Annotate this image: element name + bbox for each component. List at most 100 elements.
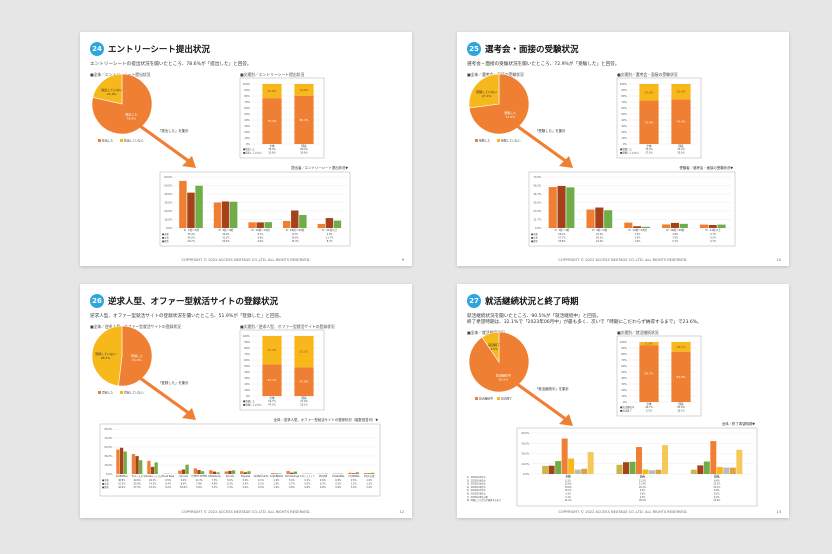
table-cell: 4.8% <box>289 486 296 489</box>
y-tick-label: 50.0% <box>164 184 173 188</box>
bar-文系-8）時期にこだわらず納得するまで <box>662 445 668 474</box>
x-tick-label: 理系 <box>678 144 684 148</box>
table-cell: 1.3% <box>366 482 373 485</box>
pie-value-b: 21.4% <box>107 92 117 96</box>
bar-8)Wantedly-文系 <box>212 471 217 474</box>
legend-swatch <box>120 391 123 394</box>
report-slide: 24 エントリーシート提出状況 エントリーシートの提出状況を聞いたところ、78.6%… <box>80 32 412 266</box>
bar-5）21社以上-理系 <box>717 224 726 228</box>
y-tick-label: 35.0% <box>533 201 542 205</box>
y-tick-label: 58.3% <box>533 184 542 188</box>
table-cell: 18.6% <box>180 486 188 489</box>
y-tick-label: 50% <box>244 364 250 368</box>
report-slide: 25 選考会・面接の受験状況 選考会・面接の受験状況を聞いたところ、72.9%が「受… <box>457 32 789 266</box>
y-tick-label: 0% <box>623 400 628 404</box>
table-cell: 4.8% <box>327 233 334 236</box>
table-cell: 11.9% <box>639 483 646 486</box>
y-tick-label: 10% <box>621 136 627 140</box>
table-cell: 56.2% <box>558 233 566 236</box>
y-tick-label: 30% <box>621 124 627 128</box>
stacked-chart-label: ■文理別／選考会・面接の受験状況 <box>617 72 678 77</box>
pie-value-a: 51.9% <box>132 358 142 362</box>
stacked-bar-理系-就活継続中 <box>671 351 691 402</box>
pointer-arrow-shaft <box>139 376 191 416</box>
bar-理系-4）2023年06月中 <box>710 441 717 474</box>
copyright: COPYRIGHT © 2022 ACCESS NEXTAGE CO.,LTD.… <box>558 258 688 262</box>
stacked-table-cell: 23.6% <box>268 152 276 155</box>
table-cell: 57.7% <box>558 236 566 239</box>
legend-text: 登録していない <box>124 391 144 395</box>
x-tick-label: 全体 <box>269 396 275 400</box>
x-tick-label: 3）10社～15社 <box>628 228 647 232</box>
y-tick-label: 100% <box>243 82 251 86</box>
table-row-label: ■文系 <box>531 235 538 239</box>
y-tick-label: 70% <box>621 358 627 362</box>
table-cell: 5.0% <box>227 479 234 482</box>
bar-2）4社～9社-全体 <box>213 202 222 228</box>
bar-6)iroots-理系 <box>185 464 189 474</box>
y-tick-label: 10.0% <box>164 218 173 222</box>
bar-理系-1）2023年03月中 <box>690 469 697 474</box>
bar-2）4社～9社-理系 <box>604 210 613 228</box>
pie-value-b: 48.1% <box>101 356 111 360</box>
bar-2)OfferBox-理系 <box>123 451 127 474</box>
x-tick-label: 6)iroots <box>179 475 188 478</box>
bar-9)iroots-文系 <box>228 470 232 474</box>
table-cell: 20.6% <box>291 236 299 239</box>
table-row-label: ■全体 <box>162 232 169 236</box>
table-row-label: ■理系 <box>162 239 169 243</box>
y-tick-label: 30% <box>244 124 250 128</box>
table-cell: 23.2% <box>149 486 157 489</box>
bar-7)TECH OFFER-理系 <box>200 471 205 474</box>
table-cell: 32.1% <box>713 486 720 489</box>
pie-value-a: 90.5% <box>499 377 509 381</box>
bar-9)iroots-理系 <box>231 470 236 474</box>
stacked-bar-理系-登録していない <box>294 336 314 368</box>
y-tick-label: 30% <box>621 382 627 386</box>
table-cell: 9.0% <box>640 476 646 479</box>
table-cell: 25.4% <box>596 233 604 236</box>
y-tick-label: 40.0% <box>164 192 173 196</box>
table-cell: 40.0% <box>134 479 142 482</box>
section-number-badge: 24 <box>90 42 104 56</box>
x-tick-label: 8)Wantedly <box>208 475 221 478</box>
stacked-table-cell: 16.1% <box>677 410 685 413</box>
x-tick-label: 15)LINE <box>319 475 328 478</box>
bar-3）10社～15社-全体 <box>624 222 633 228</box>
table-cell: 1.0% <box>274 482 281 485</box>
table-cell: 0.5% <box>165 479 172 482</box>
table-cell: 0.5% <box>304 482 311 485</box>
table-row-label: ■文系 <box>102 481 109 485</box>
stacked-bar-value: 25.6% <box>677 90 686 94</box>
bar-18)その他-理系 <box>371 472 375 474</box>
bar-13)Challenge-全体 <box>286 471 290 474</box>
table-cell: 0.0% <box>258 486 265 489</box>
y-tick-label: 0% <box>246 394 251 398</box>
bar-2)OfferBox-文系 <box>119 447 124 474</box>
table-cell: 8.1% <box>565 479 571 482</box>
table-cell: 21.4% <box>565 499 572 502</box>
y-tick-label: 72.0% <box>104 436 113 440</box>
table-cell: 27.5% <box>134 486 142 489</box>
table-cell: 7.9% <box>565 476 571 479</box>
copyright: COPYRIGHT © 2022 ACCESS NEXTAGE CO.,LTD.… <box>181 510 311 514</box>
table-cell: 34.6% <box>565 486 572 489</box>
y-tick-label: 30% <box>244 376 250 380</box>
stacked-bar-value: 72.4% <box>645 120 654 124</box>
x-tick-label: 理系 <box>301 144 307 148</box>
bar-10)paiza-全体 <box>240 471 244 474</box>
x-tick-label: 2)OfferBox <box>116 475 128 478</box>
x-tick-label: 文系 <box>640 474 646 478</box>
table-cell: 55.4% <box>188 233 196 236</box>
bar-理系-2）2023年04月中 <box>697 465 704 474</box>
stacked-table-cell: 27.6% <box>645 152 653 155</box>
stacked-bar-value: 47.9% <box>300 380 309 384</box>
stacked-frame <box>239 329 325 411</box>
legend-text: 提出した <box>102 139 113 143</box>
bar-18)その他-文系 <box>367 473 371 474</box>
bar-17)ABABA-理系 <box>355 472 359 474</box>
y-tick-label: 40% <box>244 370 250 374</box>
table-cell: 4.7% <box>710 240 717 243</box>
bar-chart-label: 提出者／エントリーシート提出状況▼ <box>291 165 348 170</box>
